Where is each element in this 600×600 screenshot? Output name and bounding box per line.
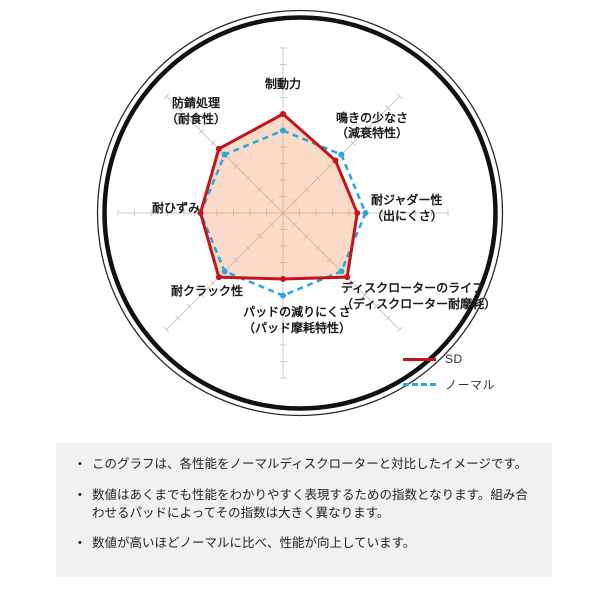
sd-vertex-dot (332, 157, 339, 164)
axis-tick (198, 291, 205, 298)
axis-tick (361, 128, 368, 135)
axis-tick (350, 140, 356, 146)
axis-tick (268, 221, 275, 228)
axis-label-quietness: 鳴きの少なさ (336, 110, 408, 125)
axis-tick (186, 303, 193, 310)
axis-tick (315, 245, 321, 251)
sd-vertex-dot (197, 210, 204, 216)
axis-label-rust: 防錆処理 (172, 95, 220, 110)
normal-dashed-line-icon (403, 383, 436, 386)
legend-item-sd: SD (403, 352, 495, 366)
radar-chart-svg: 制動力 鳴きの少なさ （減衰特性） 耐ジャダー性 （出にくさ） ディスクローター… (96, 9, 504, 417)
axis-tick (163, 326, 170, 333)
axis-tick (210, 140, 216, 146)
note-item: • 数値はあくまでも性能をわかりやすく表現するための指数となります。組み合わせる… (78, 487, 532, 523)
sd-vertex-dot (215, 145, 222, 152)
axis-labels: 制動力 鳴きの少なさ （減衰特性） 耐ジャダー性 （出にくさ） ディスクローター… (152, 76, 496, 335)
axis-tick (385, 315, 391, 321)
axis-tick (268, 198, 275, 205)
bullet-icon: • (78, 488, 82, 501)
normal-vertex-dot (280, 127, 286, 134)
normal-vertex-dot (280, 292, 286, 299)
axis-label-pad-wear: パッドの減りにくさ (243, 304, 351, 319)
axis-tick (373, 116, 380, 123)
note-item: • このグラフは、各性能をノーマルディスクローターと対比したイメージです。 (78, 456, 532, 474)
axis-label-rotor-life-2: （ディスクローター耐摩耗） (341, 296, 496, 311)
axis-tick (385, 105, 391, 111)
legend-item-normal: ノーマル (403, 376, 495, 393)
axis-tick (233, 256, 240, 263)
axis-label-rust-2: （耐食性） (166, 111, 226, 126)
axis-label-quietness-2: （減衰特性） (336, 125, 408, 140)
axis-tick (245, 175, 251, 181)
axis-tick (163, 93, 170, 100)
axis-tick (210, 280, 216, 286)
axis-tick (291, 198, 298, 205)
axis-tick (361, 291, 368, 298)
normal-vertex-dot (362, 210, 369, 216)
axis-tick (175, 105, 181, 111)
series-sd-fill (200, 114, 358, 279)
axis-label-judder: 耐ジャダー性 (371, 192, 442, 207)
plot-layer (117, 47, 449, 379)
outer-thin-ring (96, 9, 504, 417)
axis-tick (291, 221, 298, 228)
axis-tick (396, 326, 403, 333)
note-text: 数値はあくまでも性能をわかりやすく表現するための指数となります。組み合わせるパッ… (92, 487, 528, 520)
axis-tick (198, 128, 205, 135)
axis-tick (256, 233, 263, 240)
normal-vertex-dot (338, 151, 345, 158)
normal-vertex-dot (221, 151, 228, 158)
sd-vertex-dot (280, 276, 286, 282)
chart-legend: SD ノーマル (403, 352, 495, 403)
axis-label-crack: 耐クラック性 (171, 283, 243, 298)
note-text: このグラフは、各性能をノーマルディスクローターと対比したイメージです。 (92, 457, 528, 471)
axis-tick (303, 233, 310, 240)
sd-vertex-dot (344, 274, 351, 281)
axis-tick (326, 163, 333, 170)
legend-label-normal: ノーマル (445, 378, 496, 392)
notes-list: • このグラフは、各性能をノーマルディスクローターと対比したイメージです。 • … (78, 456, 532, 553)
note-text: 数値が高いほどノーマルに比べ、性能が向上しています。 (92, 536, 416, 551)
axis-label-pad-wear-2: （パッド摩耗特性） (243, 320, 351, 335)
radar-chart: 制動力 鳴きの少なさ （減衰特性） 耐ジャダー性 （出にくさ） ディスクローター… (96, 9, 504, 417)
axis-label-braking-power: 制動力 (265, 76, 301, 91)
sd-line-icon (403, 357, 436, 361)
axis-tick (326, 256, 333, 263)
axis-tick (373, 303, 380, 310)
notes-panel: • このグラフは、各性能をノーマルディスクローターと対比したイメージです。 • … (56, 443, 552, 577)
sd-vertex-dot (215, 274, 222, 281)
axis-tick (303, 186, 310, 193)
axis-tick (256, 186, 263, 193)
axis-tick (186, 116, 193, 123)
bullet-icon: • (78, 458, 82, 470)
axis-tick (245, 245, 251, 251)
sd-vertex-dot (354, 210, 361, 216)
axis-label-strain: 耐ひずみ (152, 200, 200, 215)
note-item: • 数値が高いほどノーマルに比べ、性能が向上しています。 (78, 535, 532, 553)
normal-vertex-dot (338, 268, 345, 275)
sd-vertex-dot (280, 111, 286, 117)
axis-label-rotor-life: ディスクローターのライフ (341, 280, 484, 295)
axis-tick (233, 163, 240, 170)
legend-label-sd: SD (445, 352, 463, 366)
normal-vertex-dot (221, 268, 228, 275)
bullet-icon: • (78, 537, 82, 550)
axis-label-judder-2: （出にくさ） (371, 208, 443, 223)
axis-tick (315, 175, 321, 181)
axis-tick (350, 280, 356, 286)
axis-tick (175, 315, 181, 321)
axis-tick (396, 93, 403, 100)
